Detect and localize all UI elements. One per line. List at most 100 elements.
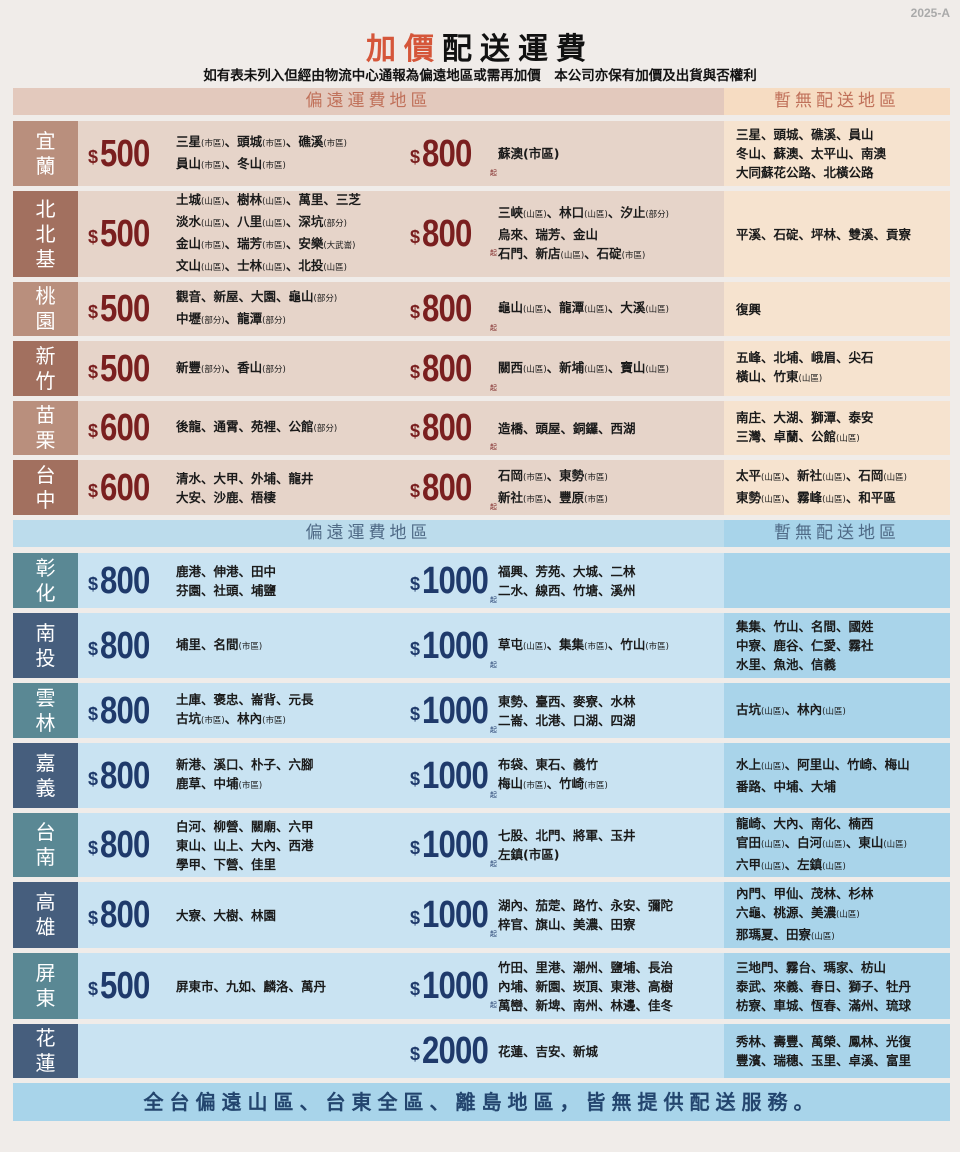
no-delivery-cell: 太平(山區)、新社(山區)、石岡(山區) 東勢(山區)、霧峰(山區)、和平區 (724, 460, 950, 515)
area-list: 蘇澳(市區) (498, 144, 559, 163)
area-line: 屏東市、九如、麟洛、萬丹 (176, 978, 327, 994)
no-delivery-line: 橫山、竹東(山區) (736, 369, 823, 384)
tier1-cell: $500 屏東市、九如、麟洛、萬丹 (78, 953, 400, 1019)
dollar-sign: $ (410, 361, 421, 382)
price-suffix: 起 (490, 383, 497, 392)
price-value: 800 (422, 288, 472, 330)
price-suffix: 起 (490, 443, 497, 451)
tier1-cell: $800 埔里、名間(市區) (78, 613, 400, 678)
no-delivery-line: 枋寮、車城、恆春、滿州、琉球 (736, 997, 912, 1013)
no-delivery-cell: 三星、頭城、礁溪、員山 冬山、蘇澳、太平山、南澳 大同蘇花公路、北橫公路 (724, 121, 950, 186)
region-label: 花蓮 (13, 1024, 78, 1078)
no-delivery-header: 暫無配送地區 (724, 88, 950, 115)
price: $1000 起 (410, 894, 497, 938)
no-delivery-line: 六龜、桃源、美濃(山區) (736, 904, 860, 920)
dollar-sign: $ (410, 979, 421, 999)
price: $500 (88, 214, 168, 254)
dollar-sign: $ (88, 908, 99, 928)
dollar-sign: $ (88, 638, 99, 659)
price-value: 800 (100, 559, 150, 602)
no-delivery-cell: 五峰、北埔、峨眉、尖石 橫山、竹東(山區) (724, 341, 950, 396)
dollar-sign: $ (410, 480, 421, 501)
area-line: 土城(山區)、樹林(山區)、萬里、三芝 (176, 192, 361, 207)
region-name: 南投 (35, 620, 56, 670)
area-list: 湖內、茄萣、路竹、永安、彌陀 梓官、旗山、美濃、田寮 (498, 896, 673, 934)
area-line: 文山(山區)、士林(山區)、北投(山區) (176, 258, 347, 273)
section-header: 偏遠運費地區 暫無配送地區 (13, 520, 950, 547)
region-name: 嘉義 (35, 750, 56, 800)
price-value: 800 (100, 689, 150, 732)
price-value: 1000 (422, 824, 489, 866)
area-list: 觀音、新屋、大園、龜山(部分) 中壢(部分)、龍潭(部分) (176, 287, 337, 331)
tier2-cell: $1000 起湖內、茄萣、路竹、永安、彌陀 梓官、旗山、美濃、田寮 (400, 882, 724, 948)
area-line: 員山(市區)、冬山(市區) (176, 155, 286, 171)
no-delivery-cell (724, 553, 950, 608)
area-list: 土庫、褒忠、崙背、元長 古坑(市區)、林內(市區) (176, 690, 314, 731)
section-header: 偏遠運費地區 暫無配送地區 (13, 88, 950, 115)
region-label: 台南 (13, 813, 78, 877)
area-line: 新社(市區)、豐原(市區) (498, 489, 608, 505)
region-name: 桃園 (35, 284, 56, 333)
price: $800 起 (410, 468, 497, 511)
dollar-sign: $ (88, 838, 99, 858)
region-row: 宜蘭 $500 三星(市區)、頭城(市區)、礁溪(市區) 員山(市區)、冬山(市區) $… (13, 121, 950, 186)
no-delivery-line: 大同蘇花公路、北橫公路 (736, 165, 874, 180)
page-title: 加價配送運費 (0, 24, 960, 68)
area-line: 梓官、旗山、美濃、田寮 (498, 917, 636, 932)
area-list: 造橋、頭屋、銅鑼、西湖 (498, 419, 636, 438)
price-suffix: 起 (490, 168, 497, 177)
price-suffix: 起 (490, 790, 497, 799)
region-row: 彰化 $800 鹿港、伸港、田中 芬園、社頭、埔鹽 $1000 起福興、芳苑、大城、二林二… (13, 553, 950, 608)
area-line: 左鎮(市區) (498, 847, 560, 862)
tier1-cell: $500 三星(市區)、頭城(市區)、礁溪(市區) 員山(市區)、冬山(市區) (78, 121, 400, 186)
region-name: 台中 (35, 462, 56, 512)
dollar-sign: $ (410, 908, 421, 928)
region-row: 苗栗 $600 後龍、通霄、苑裡、公館(部分) $800 起造橋、頭屋、銅鑼、西湖 南庄、… (13, 401, 950, 455)
dollar-sign: $ (410, 638, 421, 659)
no-delivery-line: 內門、甲仙、茂林、杉林 (736, 885, 874, 901)
area-line: 東勢、臺西、麥寮、水林 (498, 693, 636, 709)
dollar-sign: $ (410, 703, 421, 724)
price-value: 800 (100, 894, 150, 936)
area-line: 大寮、大樹、林園 (176, 907, 277, 923)
tier2-cell: $1000 起竹田、里港、潮州、鹽埔、長治 內埔、新園、崁頂、東港、高樹 萬巒、新埤、… (400, 953, 724, 1019)
price-value: 800 (100, 754, 150, 797)
price: $800 (88, 626, 168, 666)
area-line: 石門、新店(山區)、石碇(市區) (498, 245, 646, 261)
region-row: 台中 $600 清水、大甲、外埔、龍井 大安、沙鹿、梧棲 $800 起石岡(市區)、東勢(… (13, 460, 950, 515)
area-list: 土城(山區)、樹林(山區)、萬里、三芝 淡水(山區)、八里(山區)、深坑(部分) 金… (176, 190, 361, 278)
region-name: 新竹 (35, 343, 56, 393)
price-value: 500 (100, 965, 150, 1007)
region-name: 台南 (35, 820, 56, 869)
area-line: 竹田、里港、潮州、鹽埔、長治 (498, 959, 674, 975)
region-name: 彰化 (35, 555, 56, 605)
region-label: 雲林 (13, 683, 78, 738)
price: $500 (88, 349, 168, 389)
price-value: 800 (100, 624, 150, 667)
price-suffix: 起 (490, 595, 497, 604)
no-delivery-line: 三地門、霧台、瑪家、枋山 (736, 959, 887, 975)
area-list: 花蓮、吉安、新城 (498, 1042, 598, 1061)
area-list: 鹿港、伸港、田中 芬園、社頭、埔鹽 (176, 562, 276, 600)
tier1-cell: $800 新港、溪口、朴子、六腳 鹿草、中埔(市區) (78, 743, 400, 808)
tier1-cell: $800 鹿港、伸港、田中 芬園、社頭、埔鹽 (78, 553, 400, 608)
dollar-sign: $ (88, 480, 99, 501)
price-value: 800 (422, 347, 472, 390)
no-delivery-cell: 秀林、壽豐、萬榮、鳳林、光復 豐濱、瑞穗、玉里、卓溪、富里 (724, 1024, 950, 1078)
region-label: 高雄 (13, 882, 78, 948)
price-suffix: 起 (490, 930, 497, 938)
no-delivery-cell: 南庄、大湖、獅潭、泰安 三灣、卓蘭、公館(山區) (724, 401, 950, 455)
price-value: 1000 (422, 894, 489, 936)
dollar-sign: $ (88, 768, 99, 789)
dollar-sign: $ (88, 573, 99, 594)
remote-fee-header: 偏遠運費地區 (13, 88, 724, 115)
area-line: 古坑(市區)、林內(市區) (176, 711, 286, 726)
no-delivery-line: 六甲(山區)、左鎮(山區) (736, 856, 846, 872)
area-line: 土庫、褒忠、崙背、元長 (176, 692, 314, 707)
area-line: 芬園、社頭、埔鹽 (176, 582, 277, 598)
area-line: 三峽(山區)、林口(山區)、汐止(部分) (498, 204, 669, 220)
dollar-sign: $ (410, 768, 421, 789)
dollar-sign: $ (410, 421, 421, 441)
tier2-cell: $1000 起福興、芳苑、大城、二林 二水、線西、竹塘、溪州 (400, 553, 724, 608)
area-line: 關西(山區)、新埔(山區)、寶山(山區) (498, 359, 669, 375)
